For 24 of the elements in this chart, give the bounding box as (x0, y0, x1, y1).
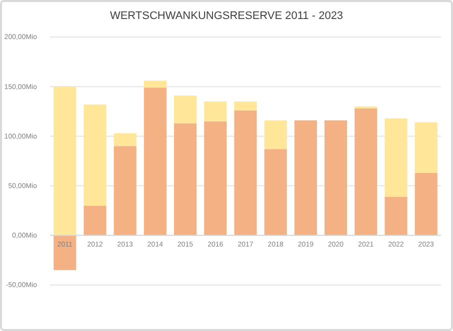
bar (114, 133, 136, 146)
bar (114, 146, 136, 236)
bar (264, 120, 287, 150)
chart-title: WERTSCHWANKUNGSRESERVE 2011 - 2023 (110, 10, 344, 22)
bar (264, 149, 287, 236)
bar (174, 123, 197, 236)
bar (414, 172, 438, 236)
bar (144, 88, 166, 236)
bar (384, 118, 408, 197)
bar (294, 120, 317, 236)
bar (414, 122, 438, 173)
bar (54, 235, 76, 270)
bar (84, 206, 106, 236)
bar (54, 86, 76, 236)
bar (84, 104, 106, 206)
bar (384, 196, 408, 236)
bar (234, 101, 257, 110)
bar (354, 108, 378, 236)
bar (174, 96, 197, 124)
bar (324, 120, 348, 236)
bar (204, 101, 227, 122)
bar (144, 80, 166, 88)
bar (204, 121, 227, 236)
bar (234, 110, 257, 236)
